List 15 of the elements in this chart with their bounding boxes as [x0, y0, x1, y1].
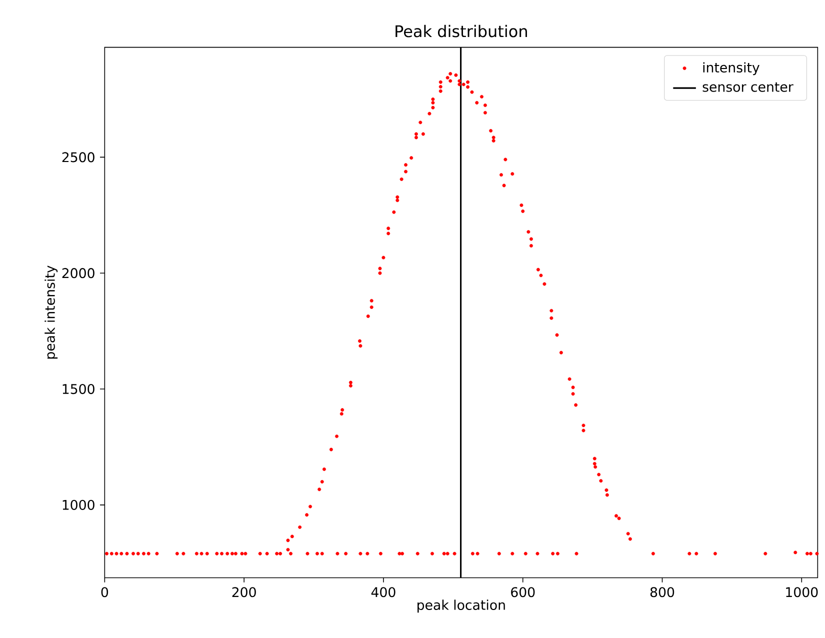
ref-line-label: sensor center — [702, 82, 794, 92]
x-tick-label: 1000 — [786, 587, 818, 598]
y-tick-label: 2000 — [62, 268, 94, 278]
y-axis-title: peak intensity — [44, 266, 58, 359]
x-tick-label: 200 — [232, 587, 256, 598]
x-tick-label: 400 — [371, 587, 396, 598]
y-tick-label: 2500 — [62, 152, 94, 162]
x-tick-label: 600 — [511, 587, 535, 598]
x-tick-label: 0 — [101, 587, 108, 598]
legend-label: intensity — [703, 62, 760, 76]
x-tick-label: 800 — [650, 587, 674, 598]
y-tick-label: 1500 — [62, 384, 94, 394]
x-axis-title: peak location — [418, 600, 505, 613]
chart-title: Peak distribution — [396, 24, 527, 38]
y-tick-label: 1000 — [62, 500, 94, 510]
